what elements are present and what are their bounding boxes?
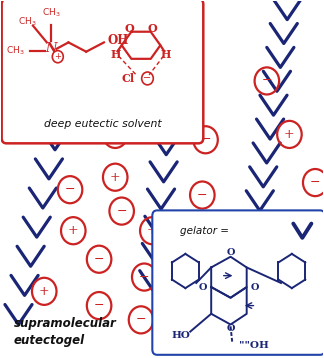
- Text: −: −: [223, 296, 233, 309]
- Text: −: −: [310, 176, 320, 189]
- Text: +: +: [284, 231, 295, 245]
- Text: +: +: [284, 128, 295, 141]
- Text: gelator =: gelator =: [180, 226, 229, 236]
- Text: Cl: Cl: [122, 73, 134, 84]
- Text: +: +: [110, 128, 121, 141]
- Text: O: O: [226, 248, 235, 257]
- Text: H: H: [160, 49, 170, 60]
- Text: HO: HO: [171, 331, 190, 340]
- Text: eutectogel: eutectogel: [14, 334, 85, 347]
- Text: −: −: [197, 189, 208, 202]
- Text: CH$_3$: CH$_3$: [42, 6, 61, 19]
- Text: −: −: [116, 204, 127, 218]
- Text: +: +: [39, 285, 50, 298]
- Text: −: −: [144, 73, 152, 83]
- Text: ""OH: ""OH: [238, 342, 269, 350]
- Text: CH$_3$: CH$_3$: [6, 44, 25, 57]
- Text: −: −: [136, 313, 146, 326]
- Text: O: O: [199, 282, 207, 291]
- Text: N: N: [45, 42, 56, 55]
- Text: +: +: [110, 171, 121, 184]
- Text: −: −: [200, 133, 211, 146]
- Text: +: +: [54, 52, 61, 61]
- FancyBboxPatch shape: [2, 0, 203, 143]
- Text: CH$_3$: CH$_3$: [18, 16, 37, 28]
- Text: H: H: [111, 49, 121, 60]
- Text: O: O: [226, 324, 235, 333]
- Text: +: +: [147, 224, 158, 237]
- Text: deep eutectic solvent: deep eutectic solvent: [44, 120, 161, 130]
- Text: −: −: [84, 113, 95, 127]
- Text: O: O: [250, 282, 259, 291]
- Text: supramolecular: supramolecular: [14, 317, 116, 330]
- FancyBboxPatch shape: [152, 211, 324, 355]
- Text: −: −: [261, 74, 272, 87]
- Text: +: +: [168, 91, 179, 103]
- Text: O: O: [125, 23, 134, 34]
- Text: −: −: [139, 271, 149, 284]
- Text: −: −: [197, 249, 208, 262]
- Text: −: −: [94, 253, 104, 266]
- Text: OH: OH: [107, 34, 129, 47]
- Text: +: +: [68, 224, 79, 237]
- Text: −: −: [65, 183, 75, 196]
- Text: O: O: [147, 23, 157, 34]
- Text: −: −: [94, 299, 104, 312]
